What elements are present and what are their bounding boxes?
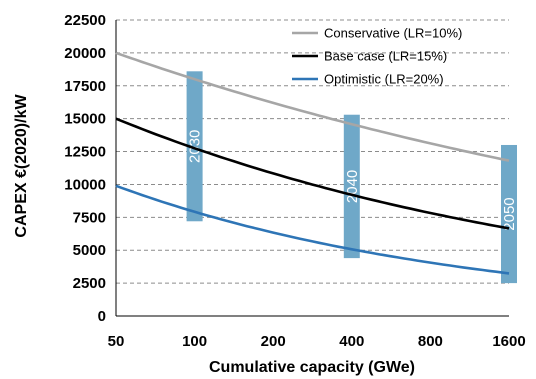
year-band-label-0: 2030 [187, 130, 204, 163]
y-tick-label-7: 17500 [64, 78, 106, 95]
x-tick-label-4: 800 [418, 333, 443, 350]
year-band-2 [501, 144, 517, 284]
grid-lines [116, 19, 509, 284]
y-axis-title: CAPEX €(2020)/kW [13, 94, 30, 238]
year-band-label-2: 2050 [501, 197, 518, 230]
legend: Conservative (LR=10%) Base case (LR=15%) O… [292, 26, 462, 87]
y-tick-label-2: 5000 [73, 242, 106, 259]
series-lines [115, 51, 510, 275]
legend-label-1: Base case (LR=15%) [324, 49, 447, 64]
legend-label-2: Optimistic (LR=20%) [324, 72, 444, 87]
legend-label-0: Conservative (LR=10%) [324, 26, 462, 41]
y-tick-label-8: 20000 [64, 45, 106, 62]
y-tick-label-3: 7500 [73, 209, 106, 226]
y-tick-label-1: 2500 [73, 275, 106, 292]
x-tick-label-5: 1600 [492, 333, 525, 350]
year-bands: 2030 2040 2050 [186, 71, 518, 284]
year-band-label-1: 2040 [344, 170, 361, 203]
year-band-0 [186, 71, 203, 222]
series-line-0 [115, 51, 510, 162]
y-tick-label-4: 10000 [64, 176, 106, 193]
x-tick-label-3: 400 [339, 333, 364, 350]
x-tick-label-1: 100 [182, 333, 207, 350]
series-line-1 [115, 117, 510, 230]
y-tick-label-6: 15000 [64, 111, 106, 128]
series-line-2 [115, 184, 510, 275]
y-tick-label-9: 22500 [64, 12, 106, 29]
x-tick-label-2: 200 [261, 333, 286, 350]
year-band-1 [343, 114, 360, 259]
tick-labels: 0 2500 5000 7500 10000 12500 15000 17500 20000 22… [64, 12, 525, 350]
y-tick-label-0: 0 [98, 308, 106, 325]
x-axis-title: Cumulative capacity (GWe) [209, 359, 415, 376]
x-tick-label-0: 50 [108, 333, 125, 350]
y-tick-label-5: 12500 [64, 144, 106, 161]
axes [115, 20, 509, 317]
